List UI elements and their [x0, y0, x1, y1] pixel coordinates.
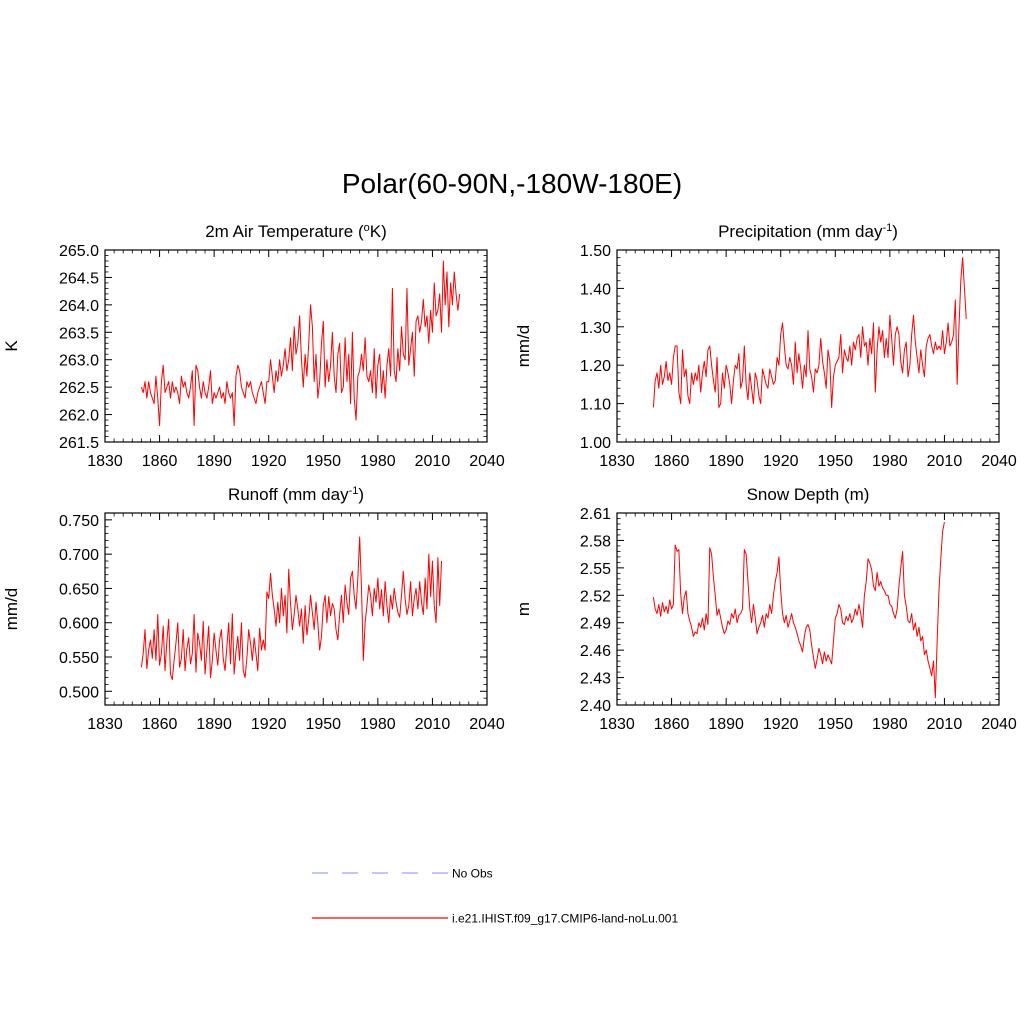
x-tick-label: 1950	[817, 716, 853, 733]
y-tick-label: 2.40	[580, 698, 611, 715]
y-tick-label: 2.49	[580, 616, 611, 633]
x-tick-label: 1920	[763, 453, 799, 470]
x-tick-label: 1830	[599, 716, 635, 733]
legend-label-no-obs: No Obs	[452, 867, 493, 881]
x-tick-label: 2010	[415, 716, 451, 733]
x-tick-label: 1920	[251, 716, 287, 733]
x-tick-label: 1980	[360, 716, 396, 733]
x-tick-label: 2010	[415, 453, 451, 470]
x-tick-label: 1920	[251, 453, 287, 470]
legend-label-model-run: i.e21.IHIST.f09_g17.CMIP6-land-noLu.001	[452, 912, 678, 926]
y-tick-label: 265.0	[59, 243, 99, 260]
y-tick-label: 2.52	[580, 588, 611, 605]
y-tick-label: 2.58	[580, 533, 611, 550]
y-tick-label: 2.55	[580, 561, 611, 578]
x-tick-label: 2010	[927, 453, 963, 470]
series-line-runoff	[140, 536, 443, 681]
y-tick-label: 1.10	[580, 397, 611, 414]
x-tick-label: 1890	[196, 453, 232, 470]
plot-frame	[104, 512, 488, 706]
y-tick-label: 262.5	[59, 380, 99, 397]
x-tick-label: 1890	[708, 716, 744, 733]
x-tick-label: 1860	[654, 716, 690, 733]
x-tick-label: 1830	[87, 453, 123, 470]
x-tick-label: 1860	[654, 453, 690, 470]
x-tick-label: 1830	[599, 453, 635, 470]
x-tick-label: 2040	[469, 716, 505, 733]
y-tick-label: 263.5	[59, 325, 99, 342]
x-tick-label: 1920	[763, 716, 799, 733]
x-tick-label: 1950	[305, 453, 341, 470]
panel-title-runoff: Runoff (mm day-1)	[228, 485, 364, 504]
y-tick-label: 0.600	[59, 616, 99, 633]
y-tick-label: 1.50	[580, 243, 611, 260]
x-tick-label: 1950	[817, 453, 853, 470]
panel-title-precipitation: Precipitation (mm day-1)	[718, 222, 898, 241]
y-axis-label: mm/d	[514, 325, 533, 368]
x-tick-label: 2040	[981, 453, 1017, 470]
x-tick-label: 2040	[981, 716, 1017, 733]
panel-title-snow-depth: Snow Depth (m)	[747, 485, 870, 504]
x-tick-label: 1890	[708, 453, 744, 470]
plot-frame	[104, 249, 488, 443]
panel-runoff: 1830 1860 1890 1920 1950 1980 2010 2040 0.500 0.5…	[2, 485, 505, 733]
y-tick-label: 0.700	[59, 547, 99, 564]
x-tick-label: 1860	[142, 716, 178, 733]
series-line-precipitation	[652, 257, 967, 408]
y-tick-label: 2.61	[580, 506, 611, 523]
panel-air-temperature: 1830 1860 1890 1920 1950 1980 2010 2040 261.5 262…	[2, 222, 505, 470]
y-tick-label: 262.0	[59, 408, 99, 425]
page-title: Polar(60-90N,-180W-180E)	[341, 168, 683, 199]
y-tick-label: 0.650	[59, 581, 99, 598]
y-tick-label: 2.46	[580, 643, 611, 660]
x-tick-label: 1890	[196, 716, 232, 733]
y-tick-label: 1.20	[580, 358, 611, 375]
y-tick-label: 263.0	[59, 353, 99, 370]
x-tick-label: 2010	[927, 716, 963, 733]
x-tick-label: 1950	[305, 716, 341, 733]
legend: No Obs i.e21.IHIST.f09_g17.CMIP6-land-no…	[312, 867, 678, 926]
y-tick-label: 1.40	[580, 281, 611, 298]
panel-title-air-temperature: 2m Air Temperature (oK)	[205, 222, 387, 241]
x-tick-label: 1980	[872, 453, 908, 470]
plot-frame	[616, 249, 1000, 443]
series-line-snow-depth	[652, 522, 945, 699]
y-axis-label: mm/d	[2, 588, 21, 631]
y-tick-label: 264.5	[59, 270, 99, 287]
y-tick-label: 0.750	[59, 513, 99, 530]
y-tick-label: 2.43	[580, 671, 611, 688]
y-tick-label: 1.30	[580, 320, 611, 337]
panel-snow-depth: 1830 1860 1890 1920 1950 1980 2010 2040 2.40 2.43…	[514, 485, 1017, 733]
panel-precipitation: 1830 1860 1890 1920 1950 1980 2010 2040 1.00 1.10…	[514, 222, 1017, 470]
y-axis-label: m	[514, 602, 533, 616]
y-axis-label: K	[2, 340, 21, 352]
x-tick-label: 2040	[469, 453, 505, 470]
x-tick-label: 1860	[142, 453, 178, 470]
y-tick-label: 0.500	[59, 684, 99, 701]
y-tick-label: 0.550	[59, 650, 99, 667]
series-line-air-temperature	[140, 260, 461, 427]
x-tick-label: 1980	[872, 716, 908, 733]
y-tick-label: 261.5	[59, 435, 99, 452]
x-tick-label: 1980	[360, 453, 396, 470]
y-tick-label: 264.0	[59, 298, 99, 315]
x-tick-label: 1830	[87, 716, 123, 733]
y-tick-label: 1.00	[580, 435, 611, 452]
